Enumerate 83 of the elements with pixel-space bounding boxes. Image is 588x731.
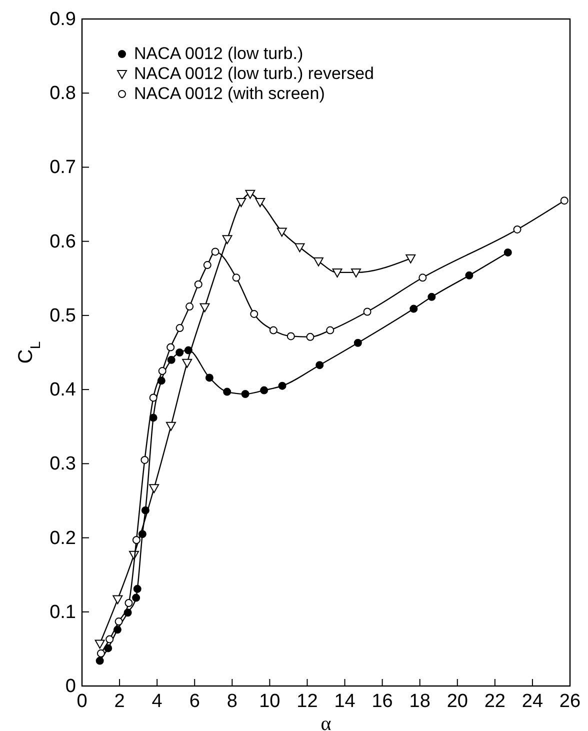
point bbox=[166, 343, 175, 352]
legend-label: NACA 0012 (with screen) bbox=[134, 84, 325, 103]
point bbox=[410, 304, 418, 313]
point bbox=[167, 356, 176, 364]
point bbox=[276, 228, 287, 237]
point bbox=[132, 594, 140, 602]
point bbox=[255, 198, 266, 208]
point bbox=[211, 248, 220, 256]
point bbox=[112, 595, 123, 604]
point bbox=[114, 618, 123, 626]
x-tick-label: 26 bbox=[559, 691, 581, 712]
point bbox=[186, 302, 194, 311]
point bbox=[241, 390, 250, 398]
point bbox=[294, 243, 305, 252]
point bbox=[124, 598, 133, 607]
y-tick-label: 0.1 bbox=[50, 602, 76, 623]
y-tick-label: 0 bbox=[65, 676, 76, 697]
point bbox=[96, 649, 105, 658]
point bbox=[504, 248, 512, 256]
x-tick-label: 8 bbox=[226, 691, 238, 712]
point bbox=[176, 348, 184, 356]
y-tick-label: 0.6 bbox=[50, 231, 76, 252]
legend-label: NACA 0012 (low turb.) bbox=[134, 44, 304, 63]
y-tick-label: 0.9 bbox=[50, 9, 76, 30]
point bbox=[222, 235, 232, 244]
point bbox=[560, 196, 568, 205]
x-tick-label: 12 bbox=[296, 691, 318, 712]
point bbox=[232, 274, 240, 282]
point bbox=[278, 382, 286, 390]
x-tick-label: 18 bbox=[409, 691, 430, 712]
point bbox=[176, 324, 184, 332]
point bbox=[149, 484, 160, 494]
x-tick-label: 16 bbox=[372, 691, 393, 712]
point bbox=[203, 261, 212, 270]
x-tick-label: 4 bbox=[152, 691, 163, 712]
point bbox=[250, 310, 258, 318]
point bbox=[363, 308, 372, 316]
point bbox=[286, 332, 295, 340]
point bbox=[332, 268, 342, 278]
point bbox=[326, 326, 334, 334]
x-tick-label: 22 bbox=[484, 691, 506, 712]
x-tick-label: 6 bbox=[189, 691, 200, 712]
point bbox=[140, 456, 149, 464]
point bbox=[200, 303, 210, 312]
point bbox=[223, 388, 232, 396]
point bbox=[418, 274, 427, 282]
x-tick-label: 10 bbox=[259, 691, 280, 712]
point bbox=[513, 225, 522, 234]
x-tick-label: 2 bbox=[114, 691, 125, 712]
point bbox=[316, 361, 324, 370]
point bbox=[94, 640, 105, 649]
point bbox=[133, 584, 142, 593]
x-tick-label: 14 bbox=[334, 691, 356, 712]
y-tick-label: 0.8 bbox=[50, 83, 76, 104]
y-tick-label: 0.7 bbox=[50, 157, 76, 178]
point bbox=[260, 386, 268, 394]
point bbox=[182, 358, 192, 368]
point bbox=[351, 268, 362, 278]
point bbox=[205, 374, 214, 382]
point bbox=[306, 332, 314, 341]
point bbox=[354, 338, 362, 347]
x-tick-label: 20 bbox=[446, 691, 468, 712]
point bbox=[465, 271, 474, 280]
y-tick-label: 0.3 bbox=[50, 454, 76, 475]
point bbox=[406, 254, 416, 264]
point bbox=[194, 280, 202, 288]
point bbox=[166, 422, 176, 431]
point bbox=[158, 367, 166, 376]
y-tick-label: 0.4 bbox=[50, 380, 76, 401]
legend-label: NACA 0012 (low turb.) reversed bbox=[134, 64, 374, 83]
point bbox=[96, 656, 104, 665]
y-tick-label: 0.5 bbox=[50, 305, 76, 326]
point bbox=[106, 635, 114, 644]
point bbox=[149, 394, 158, 402]
x-tick-label: 24 bbox=[522, 691, 544, 712]
y-tick-label: 0.2 bbox=[50, 528, 76, 549]
point bbox=[245, 190, 256, 199]
x-axis-title: α bbox=[320, 713, 332, 731]
point bbox=[236, 198, 246, 208]
point bbox=[313, 257, 324, 266]
point bbox=[428, 292, 436, 301]
point bbox=[132, 536, 140, 544]
point bbox=[269, 326, 278, 334]
